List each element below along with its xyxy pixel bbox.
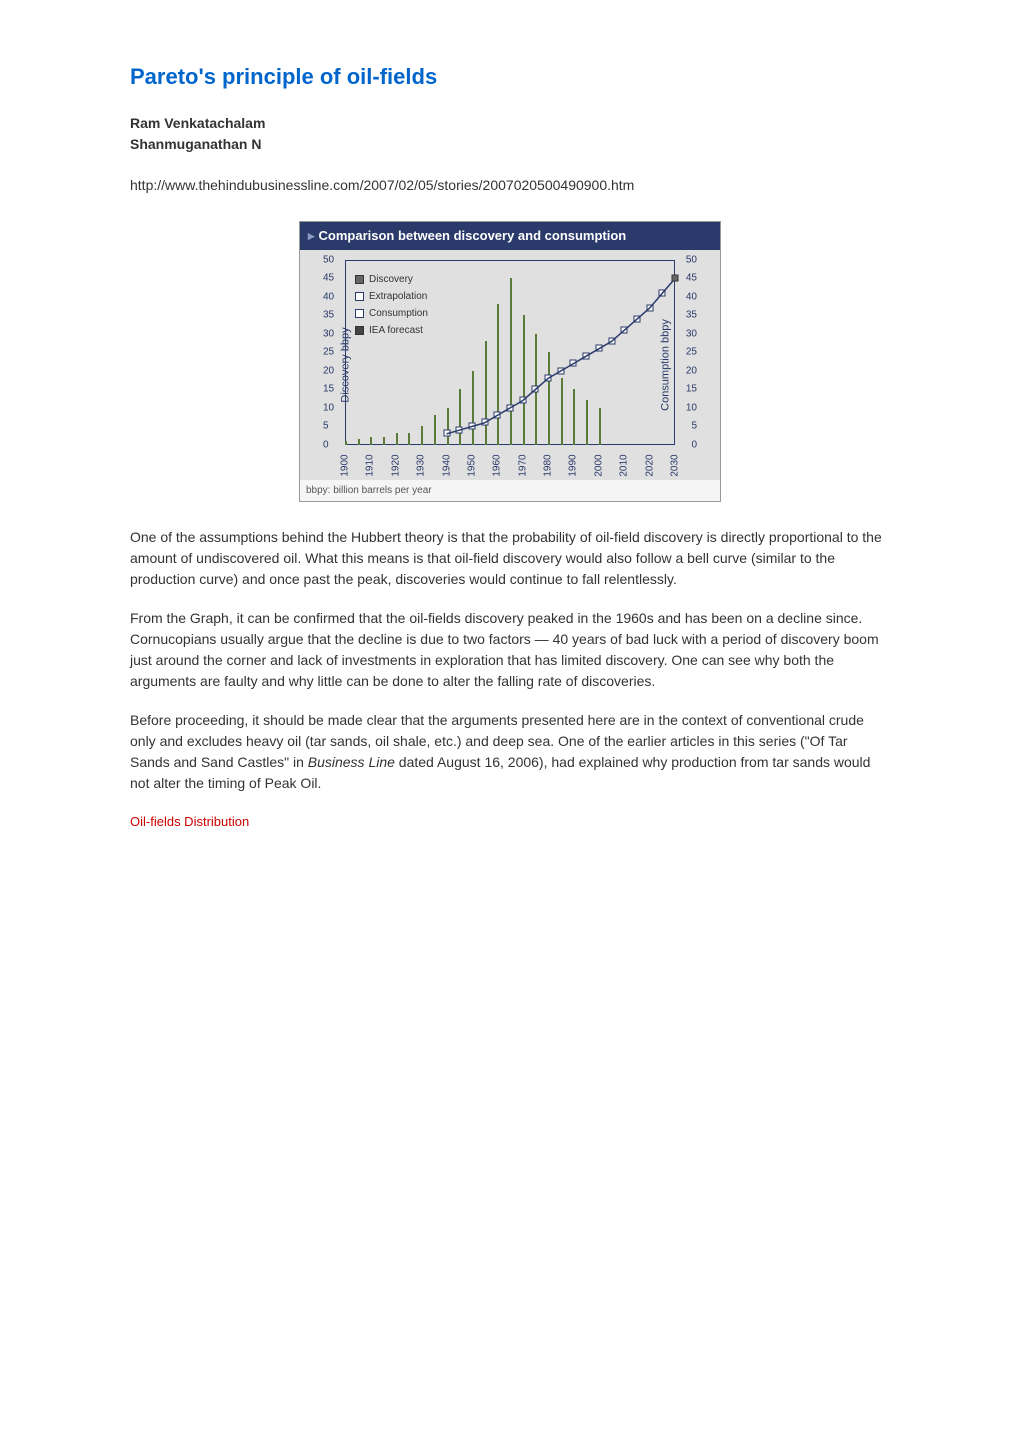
chart-header: ▸Comparison between discovery and consum… xyxy=(300,222,720,250)
body-paragraph-2: From the Graph, it can be confirmed that… xyxy=(130,608,890,692)
chart-legend: DiscoveryExtrapolationConsumptionIEA for… xyxy=(355,272,428,340)
body-paragraph-3: Before proceeding, it should be made cle… xyxy=(130,710,890,794)
chart-body: Discovery bbpy Consumption bbpy 00551010… xyxy=(300,250,720,480)
chart-footer: bbpy: billion barrels per year xyxy=(300,480,720,501)
source-url: http://www.thehindubusinessline.com/2007… xyxy=(130,175,890,196)
page-title: Pareto's principle of oil-fields xyxy=(130,60,890,93)
body-paragraph-1: One of the assumptions behind the Hubber… xyxy=(130,527,890,590)
section-heading: Oil-fields Distribution xyxy=(130,812,890,832)
authors: Ram Venkatachalam Shanmuganathan N xyxy=(130,113,890,155)
chart-container: ▸Comparison between discovery and consum… xyxy=(130,221,890,502)
author-1: Ram Venkatachalam xyxy=(130,115,265,131)
chart-box: ▸Comparison between discovery and consum… xyxy=(299,221,721,502)
author-2: Shanmuganathan N xyxy=(130,136,261,152)
